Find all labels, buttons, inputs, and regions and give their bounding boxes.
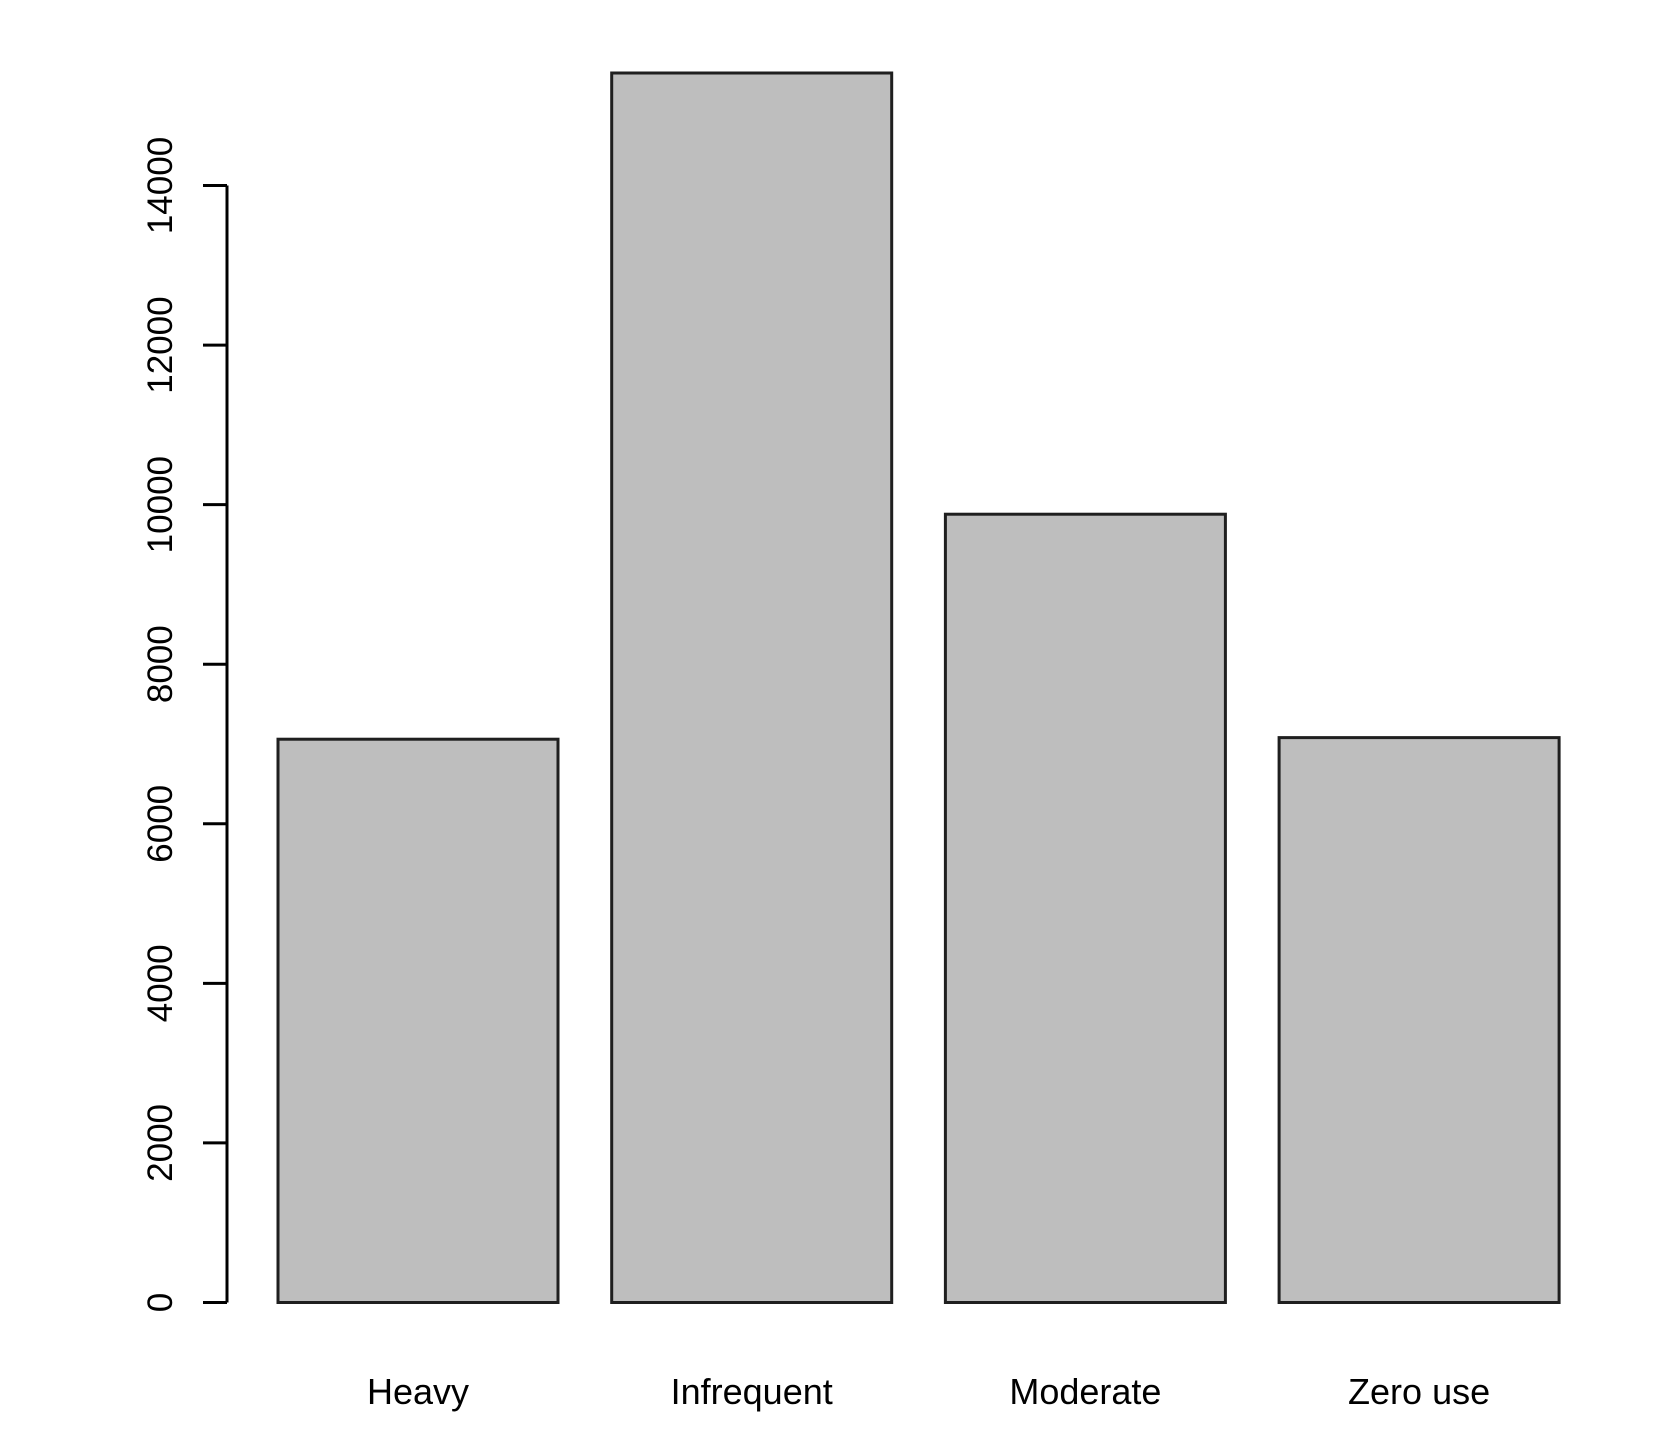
- x-category-label-zero-use: Zero use: [1348, 1371, 1490, 1412]
- y-tick-label-4000: 4000: [141, 944, 180, 1022]
- bar-heavy: [276, 737, 560, 1304]
- x-category-label-heavy: Heavy: [367, 1371, 469, 1412]
- y-tick-label-2000: 2000: [141, 1104, 180, 1182]
- x-category-label-infrequent: Infrequent: [671, 1371, 833, 1412]
- y-tick-label-10000: 10000: [141, 456, 180, 553]
- bar-zero-use: [1277, 736, 1561, 1304]
- y-tick-label-0: 0: [141, 1293, 180, 1312]
- y-tick-label-12000: 12000: [141, 296, 180, 393]
- x-category-label-moderate: Moderate: [1009, 1371, 1161, 1412]
- y-tick-label-8000: 8000: [141, 625, 180, 703]
- bar-infrequent: [610, 71, 894, 1304]
- y-tick-label-6000: 6000: [141, 785, 180, 863]
- y-tick-label-14000: 14000: [141, 137, 180, 234]
- bar-moderate: [943, 512, 1227, 1304]
